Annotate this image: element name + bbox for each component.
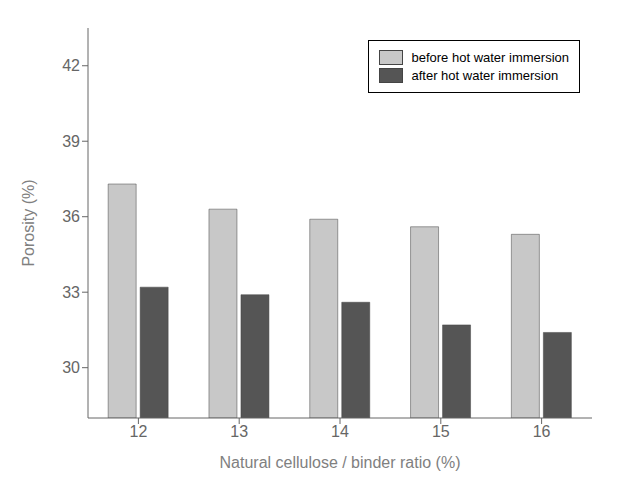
svg-text:14: 14 <box>331 423 349 440</box>
svg-text:15: 15 <box>432 423 450 440</box>
svg-text:42: 42 <box>62 57 80 74</box>
svg-text:Porosity (%): Porosity (%) <box>20 179 37 266</box>
svg-text:12: 12 <box>130 423 148 440</box>
svg-text:39: 39 <box>62 133 80 150</box>
svg-text:Natural cellulose / binder rat: Natural cellulose / binder ratio (%) <box>220 454 461 471</box>
svg-text:33: 33 <box>62 284 80 301</box>
svg-text:30: 30 <box>62 359 80 376</box>
svg-text:36: 36 <box>62 208 80 225</box>
html-text:before hot water immersion: before hot water immersion <box>411 50 569 65</box>
svg-text:13: 13 <box>230 423 248 440</box>
svg-text:16: 16 <box>533 423 551 440</box>
html-text:after hot water immersion: after hot water immersion <box>411 68 559 83</box>
